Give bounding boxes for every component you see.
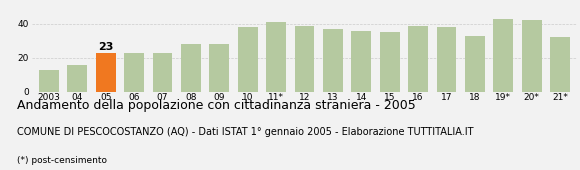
- Bar: [67, 65, 87, 92]
- Bar: [153, 53, 172, 92]
- Bar: [209, 44, 229, 92]
- Bar: [351, 31, 371, 92]
- Bar: [550, 37, 570, 92]
- Text: 23: 23: [98, 42, 114, 52]
- Bar: [465, 36, 485, 92]
- Bar: [494, 19, 513, 92]
- Bar: [39, 70, 59, 92]
- Text: Andamento della popolazione con cittadinanza straniera - 2005: Andamento della popolazione con cittadin…: [17, 99, 416, 112]
- Bar: [238, 27, 258, 92]
- Bar: [408, 26, 428, 92]
- Bar: [295, 26, 314, 92]
- Bar: [522, 20, 542, 92]
- Text: (*) post-censimento: (*) post-censimento: [17, 156, 107, 165]
- Bar: [380, 32, 400, 92]
- Bar: [181, 44, 201, 92]
- Bar: [266, 22, 286, 92]
- Text: COMUNE DI PESCOCOSTANZO (AQ) - Dati ISTAT 1° gennaio 2005 - Elaborazione TUTTITA: COMUNE DI PESCOCOSTANZO (AQ) - Dati ISTA…: [17, 127, 474, 137]
- Bar: [96, 53, 115, 92]
- Bar: [437, 27, 456, 92]
- Bar: [124, 53, 144, 92]
- Bar: [323, 29, 343, 92]
